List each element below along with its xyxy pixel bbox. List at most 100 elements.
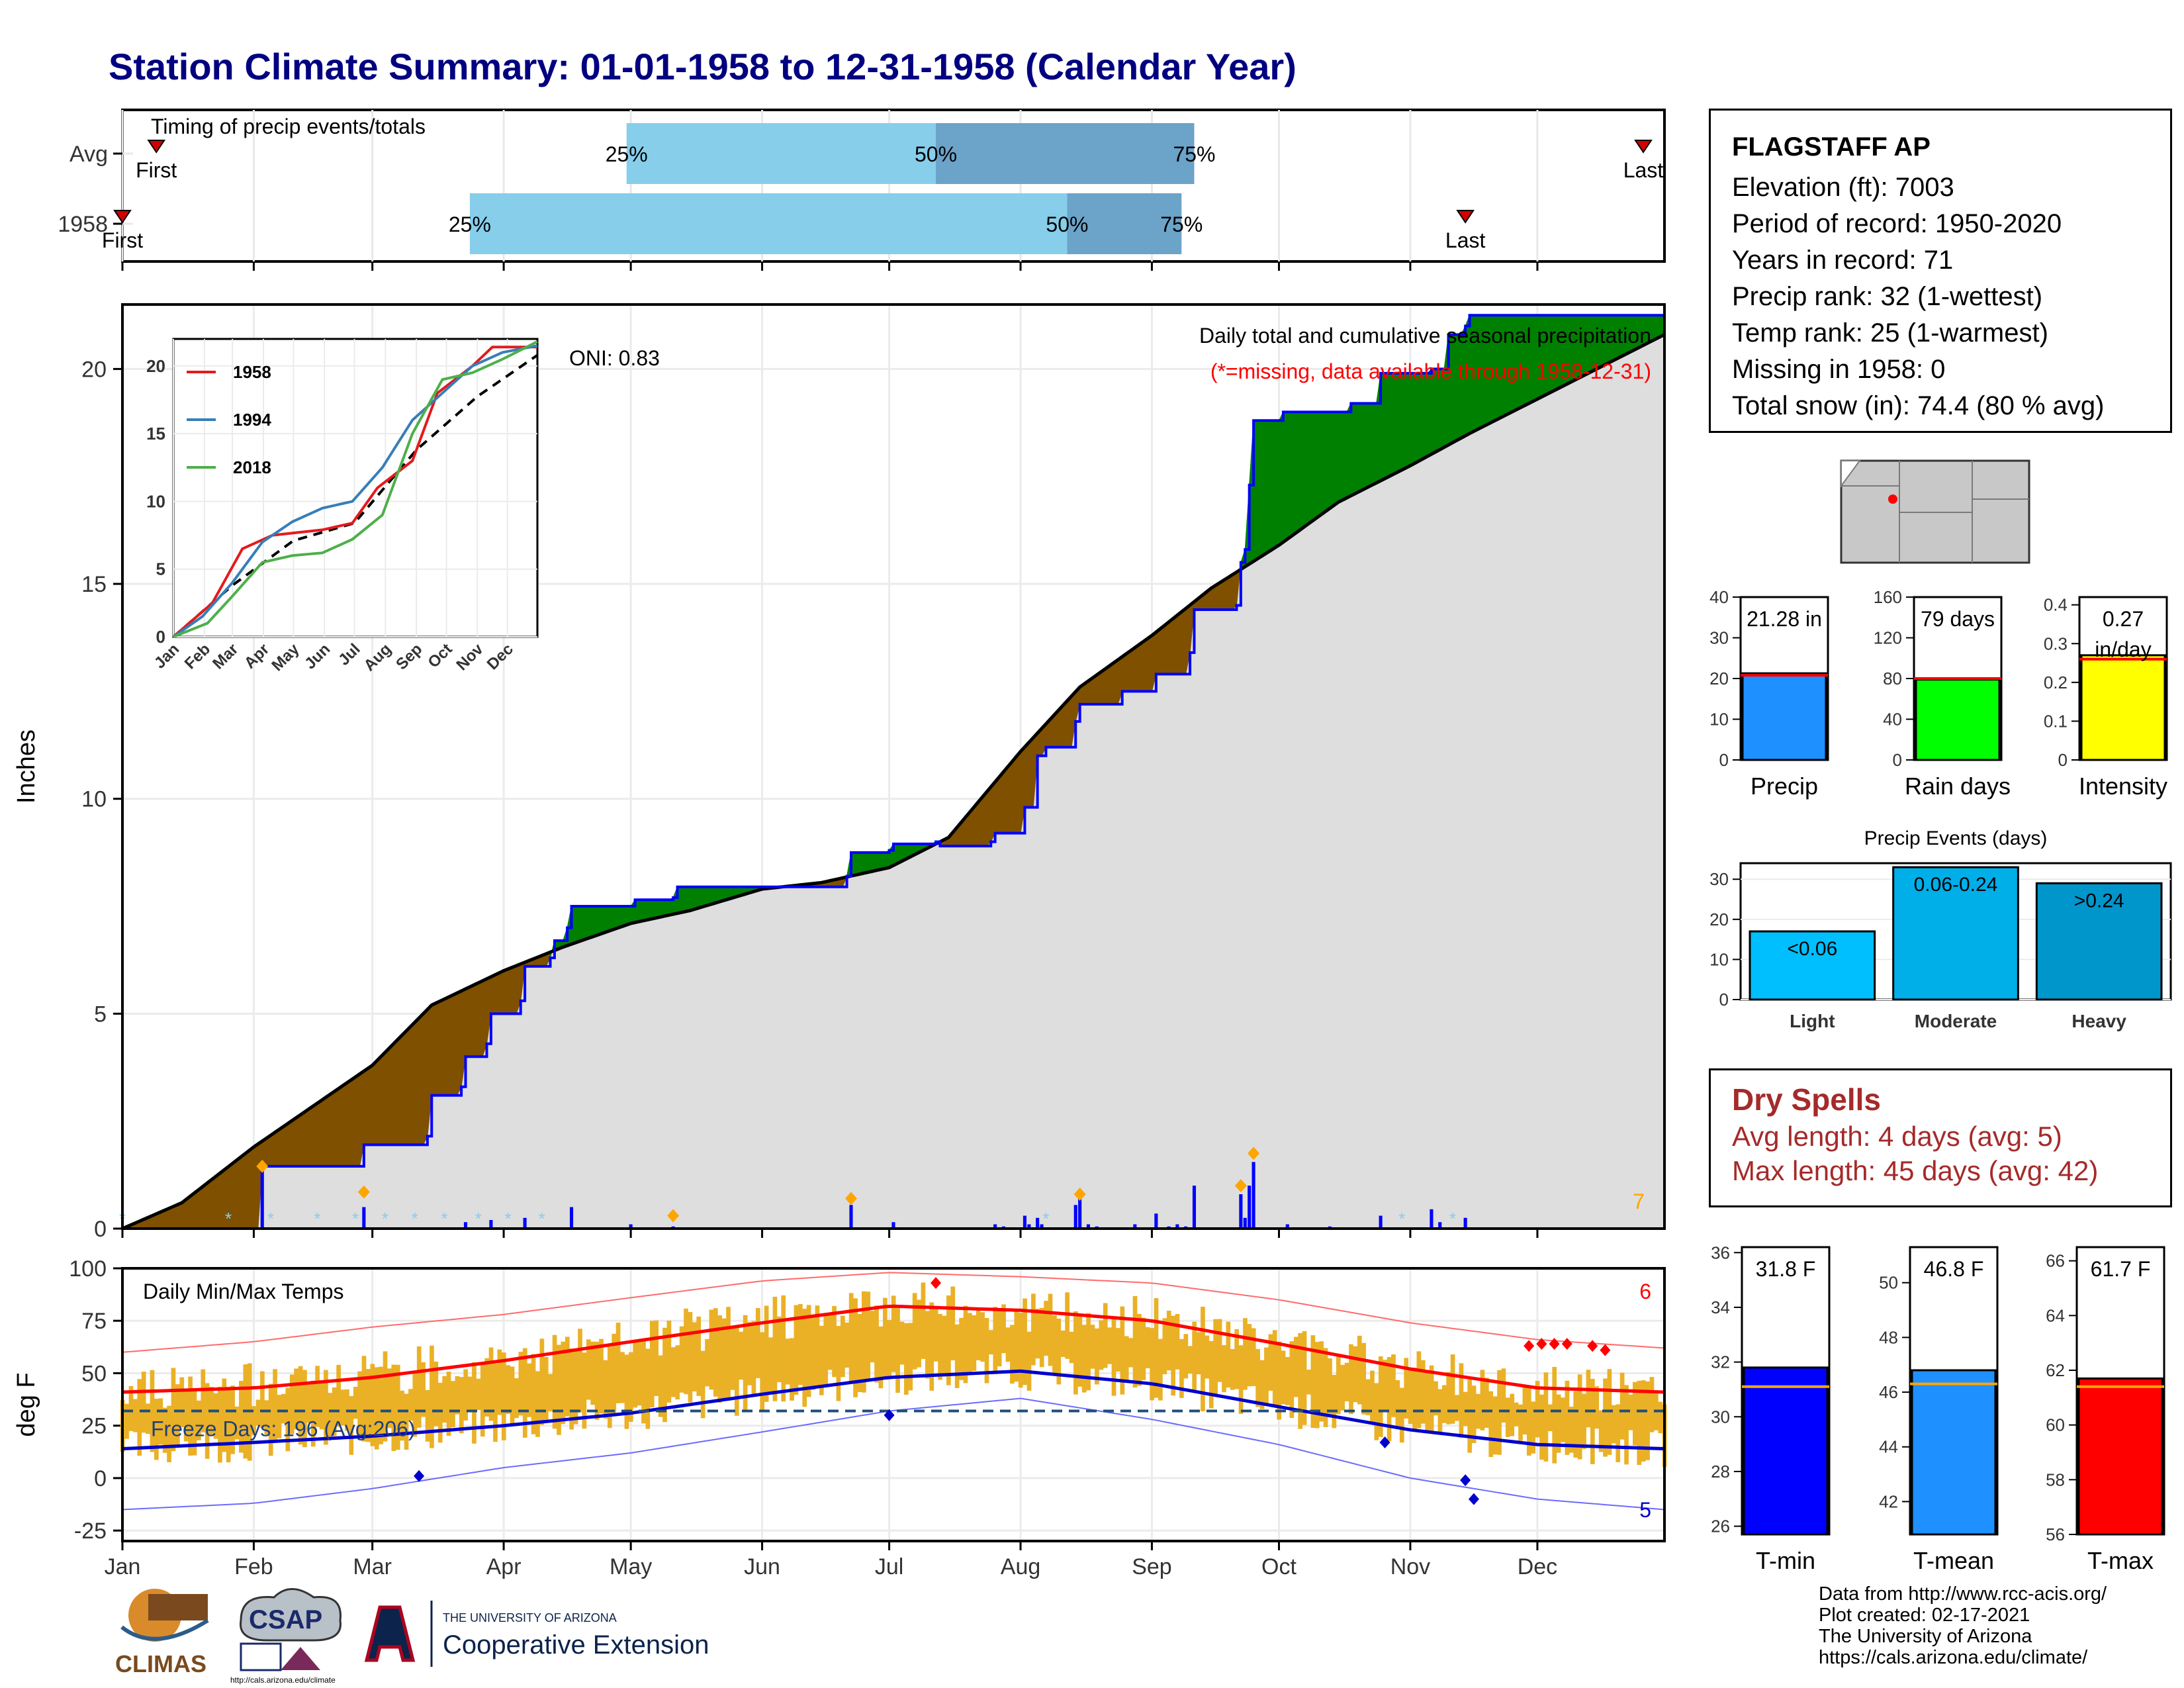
- surplus-area: [702, 886, 707, 908]
- daily-temp-bar: [324, 1370, 328, 1445]
- daily-temp-bar: [128, 1385, 134, 1431]
- record-high-count: 6: [1639, 1280, 1651, 1303]
- daily-temp-bar: [1226, 1321, 1231, 1388]
- daily-temp-bar: [446, 1372, 451, 1436]
- daily-temp-bar: [552, 1335, 557, 1429]
- deficit-area: [1007, 761, 1013, 834]
- daily-temp-bar: [1497, 1370, 1502, 1455]
- daily-temp-bar: [539, 1338, 545, 1425]
- daily-temp-bar: [781, 1295, 786, 1402]
- daily-temp-bar: [624, 1354, 629, 1429]
- daily-temp-bar: [1124, 1336, 1129, 1380]
- daily-temp-bar: [1128, 1338, 1133, 1368]
- daily-temp-bar: [192, 1390, 197, 1456]
- surplus-area: [1392, 373, 1398, 475]
- first-event-label: First: [102, 228, 143, 252]
- daily-temp-bar: [662, 1327, 667, 1423]
- daily-temp-bar: [1293, 1336, 1298, 1397]
- station-total-snow: Total snow (in): 74.4 (80 % avg): [1732, 391, 2105, 420]
- deficit-area: [189, 1192, 195, 1229]
- daily-temp-bar: [1255, 1348, 1261, 1407]
- daily-temp-bar: [1577, 1374, 1582, 1460]
- deficit-area: [978, 796, 983, 847]
- deficit-area: [465, 986, 471, 1057]
- daily-temp-bar: [1081, 1325, 1087, 1393]
- daily-temp-bar: [1234, 1329, 1239, 1389]
- deficit-area: [173, 1204, 178, 1229]
- daily-temp-bar: [1111, 1317, 1116, 1396]
- daily-temp-bar: [1455, 1395, 1459, 1421]
- daily-temp-bar: [1336, 1356, 1341, 1415]
- daily-temp-bar: [1065, 1292, 1069, 1359]
- daily-temp-bar: [1039, 1307, 1044, 1368]
- deficit-area: [508, 966, 513, 1014]
- daily-temp-bar: [1361, 1342, 1367, 1415]
- surplus-area: [690, 886, 695, 912]
- record-count-label: 7: [1633, 1190, 1645, 1213]
- deficit-area: [245, 1149, 250, 1229]
- daily-temp-bar: [972, 1315, 977, 1372]
- deficit-area: [435, 1000, 441, 1096]
- daily-precip-bar: [1133, 1224, 1137, 1229]
- daily-temp-bar: [391, 1364, 396, 1451]
- surplus-area: [1321, 411, 1326, 516]
- daily-temp-bar: [146, 1403, 150, 1434]
- snow-marker: *: [1449, 1209, 1456, 1229]
- daily-temp-bar: [1095, 1328, 1099, 1385]
- daily-temp-bar: [463, 1369, 468, 1421]
- surplus-area: [1342, 411, 1347, 501]
- daily-temp-bar: [1187, 1346, 1193, 1374]
- daily-precip-bar: [891, 1222, 895, 1229]
- daily-temp-bar: [1162, 1318, 1167, 1375]
- summary-ytick-label: 58: [2046, 1470, 2065, 1489]
- daily-temp-bar: [989, 1330, 993, 1355]
- daily-temp-bar: [887, 1320, 892, 1378]
- deficit-area: [338, 1085, 343, 1167]
- daily-temp-bar: [785, 1338, 790, 1385]
- deficit-area: [334, 1088, 339, 1167]
- daily-temp-bar: [1201, 1307, 1205, 1412]
- daily-temp-bar: [730, 1327, 735, 1390]
- surplus-area: [621, 906, 627, 927]
- daily-temp-bar: [1310, 1335, 1316, 1429]
- record-precip-marker: [667, 1209, 680, 1223]
- deficit-area: [270, 1131, 275, 1167]
- daily-temp-bar: [175, 1384, 180, 1446]
- surplus-area: [617, 906, 623, 929]
- surplus-area: [1346, 403, 1351, 499]
- summary-value-label: 61.7 F: [2091, 1257, 2151, 1281]
- summary-value-label: 21.28 in: [1747, 607, 1822, 631]
- daily-temp-bar: [1395, 1380, 1400, 1429]
- daily-temp-bar: [1001, 1304, 1006, 1354]
- daily-temp-bar: [501, 1352, 506, 1440]
- daily-temp-bar: [776, 1316, 782, 1383]
- daily-temp-bar: [455, 1376, 460, 1415]
- daily-temp-bar: [1132, 1295, 1138, 1388]
- record-high-marker: [931, 1277, 942, 1289]
- daily-temp-bar: [1658, 1401, 1663, 1434]
- daily-temp-bar: [518, 1352, 523, 1416]
- summary-value-label: 79 days: [1921, 607, 1995, 631]
- temp-xtick-label: Mar: [353, 1554, 392, 1579]
- deficit-area: [452, 992, 458, 1096]
- daily-temp-bar: [1208, 1340, 1214, 1409]
- surplus-area: [1414, 373, 1420, 464]
- daily-temp-bar: [197, 1400, 201, 1440]
- daily-precip-bar: [569, 1207, 574, 1229]
- daily-temp-bar: [848, 1293, 854, 1382]
- daily-temp-bar: [1145, 1327, 1150, 1368]
- daily-temp-bar: [510, 1366, 515, 1427]
- daily-temp-bar: [1026, 1331, 1032, 1391]
- normal-cumulative-line: [122, 333, 1666, 1231]
- daily-temp-bar: [1649, 1377, 1655, 1432]
- daily-temp-bar: [1107, 1327, 1112, 1364]
- deficit-area: [503, 968, 508, 1014]
- record-low-count: 5: [1639, 1498, 1651, 1522]
- daily-temp-bar: [590, 1341, 596, 1405]
- daily-temp-bar: [1531, 1401, 1536, 1454]
- daily-temp-bar: [1637, 1380, 1642, 1466]
- daily-temp-bar: [1014, 1309, 1019, 1382]
- daily-temp-bar: [1319, 1341, 1324, 1422]
- summary-ytick-label: 40: [1709, 587, 1729, 607]
- daily-temp-bar: [815, 1305, 820, 1389]
